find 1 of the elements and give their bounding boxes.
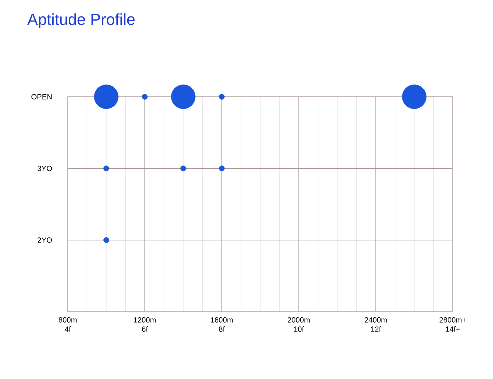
- chart-title: Aptitude Profile: [28, 14, 135, 28]
